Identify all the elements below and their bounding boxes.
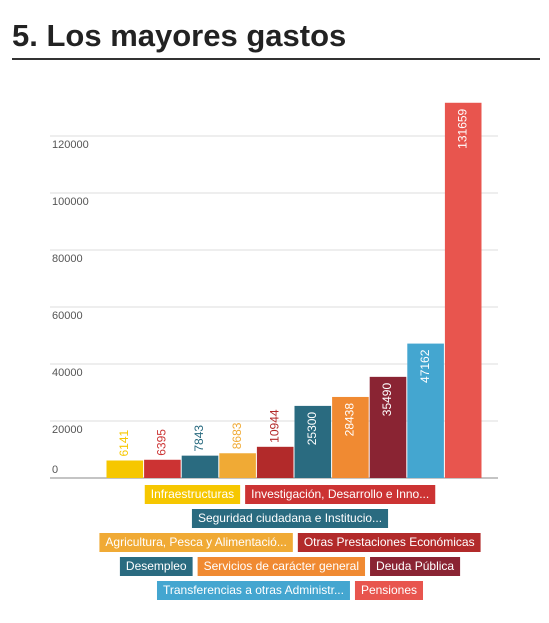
bar bbox=[256, 446, 294, 478]
legend-swatch bbox=[191, 509, 389, 528]
bar bbox=[294, 405, 332, 478]
legend-label: Investigación, Desarrollo e Inno... bbox=[251, 487, 429, 501]
y-tick-label: 100000 bbox=[52, 196, 89, 208]
y-tick-label: 80000 bbox=[52, 253, 83, 265]
legend-swatch bbox=[370, 557, 461, 576]
bar bbox=[444, 102, 482, 478]
legend-label: Seguridad ciudadana e Institucio... bbox=[198, 511, 382, 525]
legend-swatch bbox=[245, 485, 436, 504]
bar bbox=[219, 453, 256, 478]
bar bbox=[106, 460, 144, 478]
y-tick-label: 60000 bbox=[52, 310, 83, 322]
legend-label: Servicios de carácter general bbox=[204, 559, 359, 573]
legend-label: Pensiones bbox=[361, 583, 417, 597]
legend-swatch bbox=[297, 533, 481, 552]
value-label: 47162 bbox=[418, 349, 432, 383]
bar bbox=[332, 396, 369, 478]
y-tick-label: 0 bbox=[52, 464, 58, 476]
legend-label: Deuda Pública bbox=[376, 559, 454, 573]
legend-swatch bbox=[144, 485, 241, 504]
legend-label: Otras Prestaciones Económicas bbox=[304, 535, 475, 549]
value-label: 7843 bbox=[192, 425, 206, 452]
value-label: 25300 bbox=[305, 412, 319, 446]
legend-swatch bbox=[156, 581, 350, 600]
value-label: 6395 bbox=[155, 429, 169, 456]
legend-swatch bbox=[197, 557, 366, 576]
bar bbox=[144, 459, 181, 478]
legend-swatch bbox=[354, 581, 424, 600]
value-label: 8683 bbox=[230, 422, 244, 449]
value-label: 131659 bbox=[455, 108, 469, 148]
legend-label: Agricultura, Pesca y Alimentació... bbox=[105, 535, 286, 549]
legend-swatch bbox=[119, 557, 193, 576]
legend-label: Infraestructuras bbox=[151, 487, 234, 501]
value-label: 6141 bbox=[117, 429, 131, 456]
bar bbox=[181, 455, 219, 478]
y-tick-label: 40000 bbox=[52, 367, 83, 379]
value-label: 35490 bbox=[380, 383, 394, 417]
value-label: 10944 bbox=[267, 409, 281, 443]
value-label: 28438 bbox=[343, 403, 357, 437]
bar bbox=[407, 343, 444, 478]
bar bbox=[369, 376, 407, 478]
legend-label: Transferencias a otras Administr... bbox=[163, 583, 344, 597]
legend-swatch bbox=[99, 533, 293, 552]
y-tick-label: 20000 bbox=[52, 424, 83, 436]
chart-title: 5. Los mayores gastos bbox=[12, 18, 346, 53]
legend-label: Desempleo bbox=[126, 559, 187, 573]
y-tick-label: 120000 bbox=[52, 139, 89, 151]
